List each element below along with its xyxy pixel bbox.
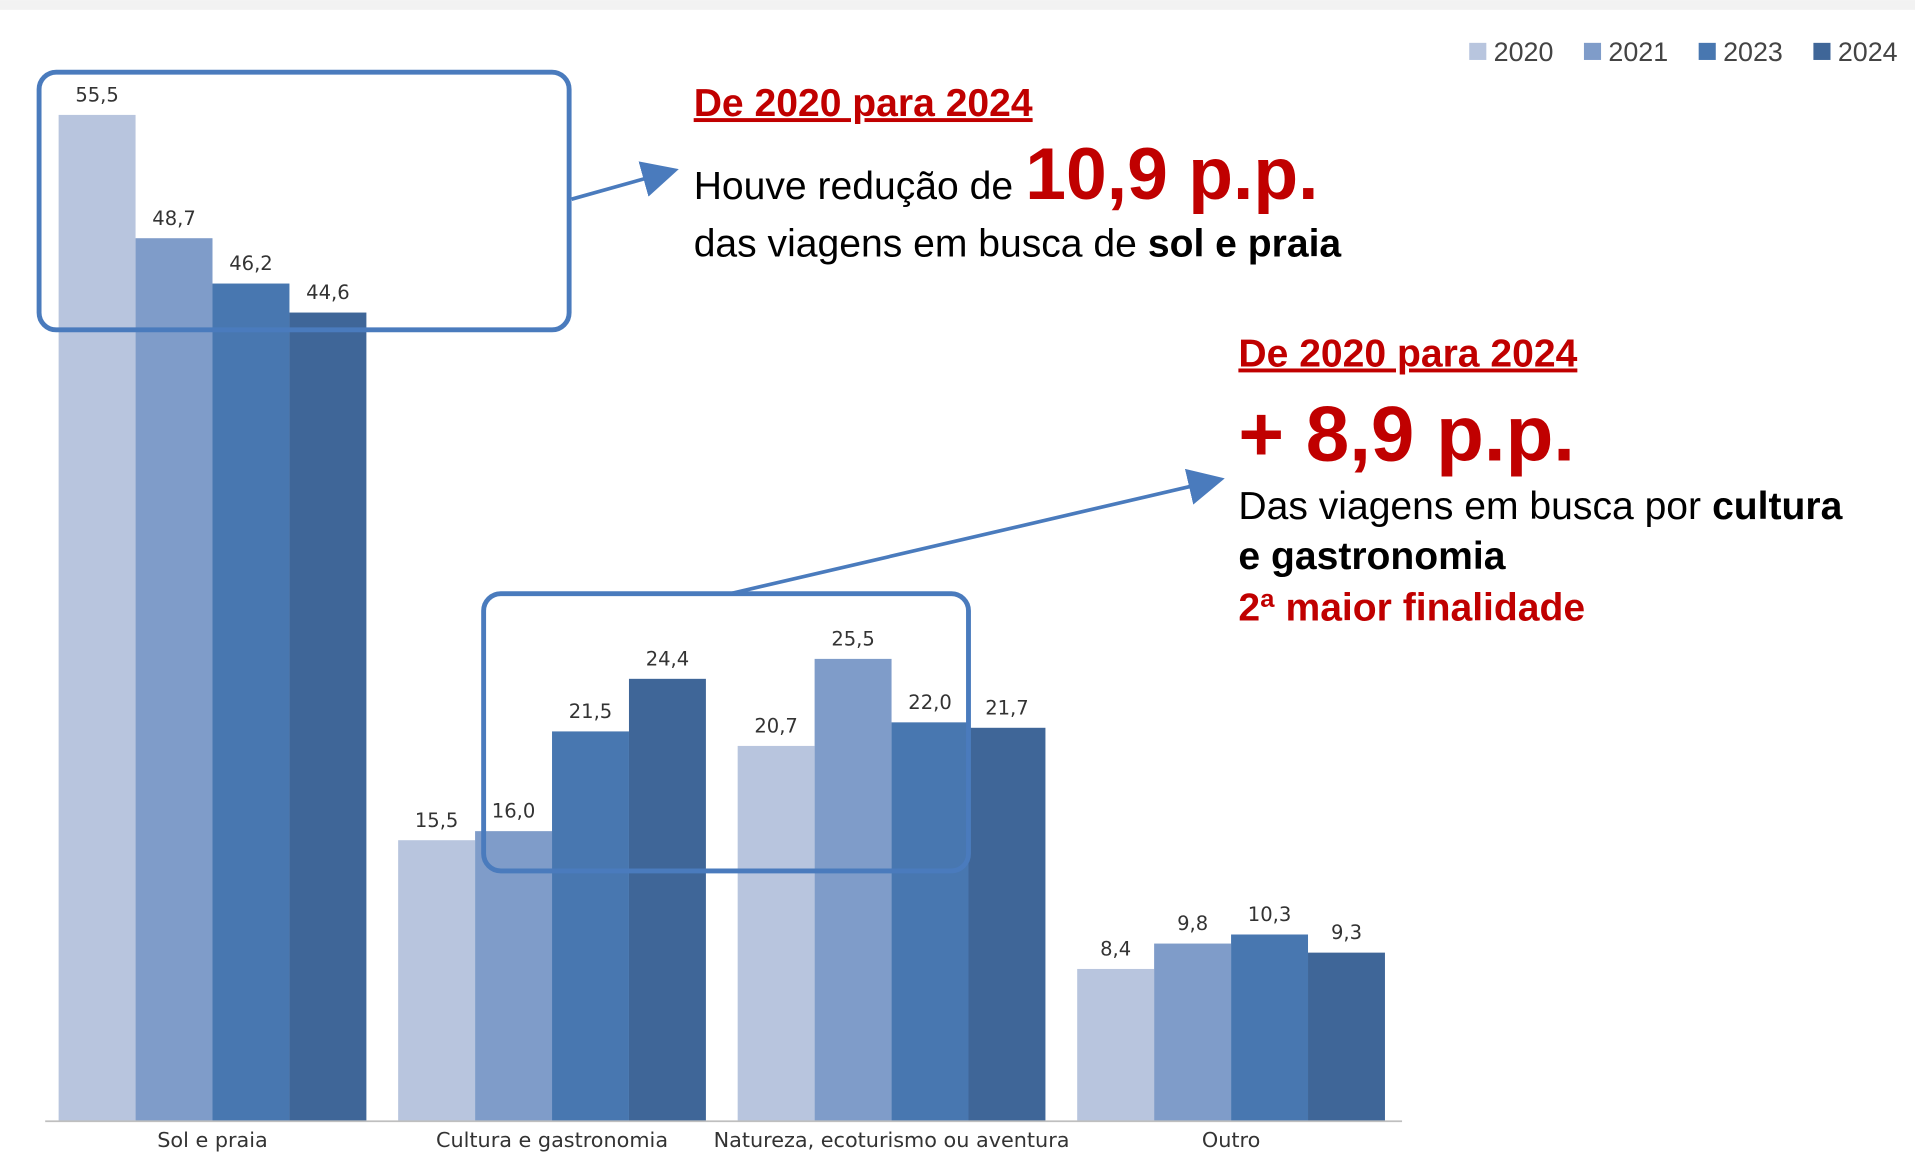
value-label: 16,0 — [492, 800, 536, 823]
bars: Sol e praia 55,5 48,7 46,2 44,6 Cultura e gas… — [58, 83, 1385, 1152]
annotation-line: Houve redução de 10,9 p.p. — [694, 133, 1319, 215]
x-tick-label: Outro — [1202, 1128, 1260, 1152]
bar — [1154, 943, 1232, 1122]
bar — [737, 745, 815, 1122]
value-label: 8,4 — [1100, 938, 1131, 961]
annotation-text: Houve redução de — [694, 165, 1013, 208]
bar — [552, 731, 629, 1122]
value-label: 15,5 — [415, 809, 459, 832]
legend: 2020 2021 2023 2024 — [1469, 37, 1898, 67]
bar — [289, 312, 367, 1122]
legend-label: 2024 — [1838, 37, 1898, 67]
bar — [1077, 968, 1155, 1122]
legend-swatch — [1698, 42, 1716, 60]
value-label: 20,7 — [754, 714, 798, 737]
highlight-box — [481, 591, 971, 874]
bar — [475, 831, 553, 1122]
bar — [212, 283, 290, 1122]
annotation-red: 2ª maior finalidade — [1238, 587, 1585, 630]
value-label: 25,5 — [831, 627, 875, 650]
annotation-highlight: 10,9 p.p. — [1025, 133, 1318, 215]
legend-label: 2023 — [1723, 37, 1783, 67]
bar — [58, 114, 136, 1122]
bar — [891, 722, 969, 1122]
value-label: 46,2 — [229, 252, 272, 275]
x-tick-label: Sol e praia — [157, 1128, 268, 1152]
annotation-line: Das viagens em busca por cultura — [1238, 485, 1842, 528]
value-label: 24,4 — [646, 647, 690, 670]
bar — [398, 840, 476, 1122]
value-label: 48,7 — [152, 207, 196, 230]
annotation-bold: sol e praia — [1148, 223, 1342, 266]
annotation-text: das viagens em busca de — [694, 223, 1137, 266]
annotation-bold: e gastronomia — [1238, 535, 1505, 578]
annotation-highlight: + 8,9 p.p. — [1238, 390, 1575, 478]
value-label: 22,0 — [908, 691, 952, 714]
arrow — [729, 468, 1225, 596]
value-label: 10,3 — [1248, 903, 1292, 926]
legend-swatch — [1469, 42, 1487, 60]
arrow — [571, 161, 679, 201]
legend-label: 2020 — [1494, 37, 1554, 67]
legend-swatch — [1813, 42, 1831, 60]
highlight-box — [36, 69, 572, 333]
annotation-bold: cultura — [1712, 485, 1843, 528]
annotation-heading: De 2020 para 2024 — [1238, 332, 1577, 375]
legend-swatch — [1583, 42, 1602, 60]
top-strip — [0, 0, 1915, 10]
bar — [968, 727, 1046, 1122]
value-label: 21,5 — [569, 700, 613, 723]
legend-label: 2021 — [1608, 37, 1668, 67]
annotation-text: Das viagens em busca por — [1238, 485, 1701, 528]
x-tick-label: Cultura e gastronomia — [436, 1128, 668, 1152]
value-label: 55,5 — [75, 83, 119, 106]
bar — [1308, 952, 1385, 1122]
value-label: 9,8 — [1177, 912, 1208, 935]
value-label: 9,3 — [1331, 921, 1362, 944]
value-label: 21,7 — [985, 696, 1029, 719]
annotation-line: das viagens em busca de sol e praia — [694, 223, 1342, 266]
annotation-heading: De 2020 para 2024 — [694, 82, 1033, 125]
value-label: 44,6 — [306, 281, 350, 304]
bar — [1231, 934, 1309, 1122]
bar — [628, 678, 706, 1122]
x-tick-label: Natureza, ecoturismo ou aventura — [714, 1128, 1070, 1152]
bar — [135, 238, 213, 1122]
bar — [814, 658, 892, 1122]
